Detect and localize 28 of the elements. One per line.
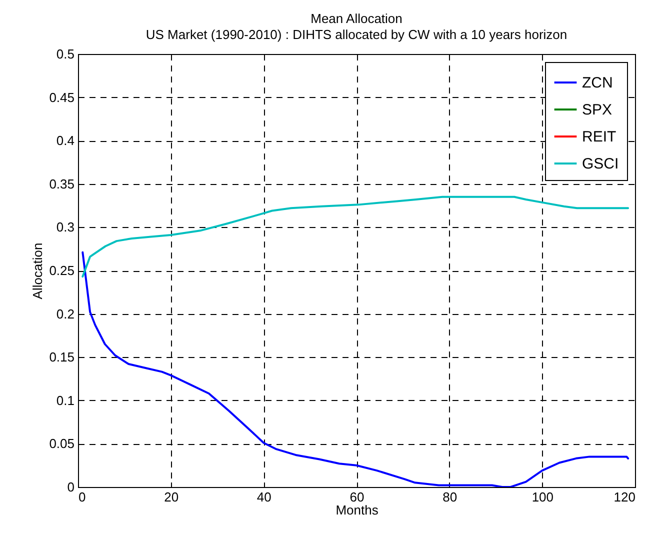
x-tick-label: 100 [532, 490, 554, 504]
line-series [82, 251, 630, 487]
x-tick-label: 0 [78, 490, 86, 504]
chart-title: Mean Allocation [310, 11, 402, 26]
y-tick-label: 0.45 [49, 90, 74, 105]
x-tick-label: 80 [442, 490, 458, 504]
y-tick-label: 0 [67, 480, 74, 494]
x-axis-title: Months [336, 502, 379, 518]
line-series [82, 196, 630, 278]
y-tick-label: 0.35 [49, 176, 74, 192]
legend-label: ZCN [582, 74, 613, 92]
legend-label: REIT [582, 128, 616, 146]
y-tick-label: 0.4 [56, 133, 74, 148]
x-tick-label: 60 [350, 490, 364, 504]
y-tick-label: 0.15 [49, 350, 74, 365]
y-tick-label: 0.5 [56, 46, 74, 62]
y-tick-label: 0.1 [56, 392, 74, 408]
legend-label: GSCI [582, 156, 619, 172]
y-tick-label: 0.2 [56, 306, 74, 322]
chart-subtitle: US Market (1990-2010) : DIHTS allocated by CW with a 10 years horizon [146, 27, 568, 42]
y-tick-label: 0.25 [49, 263, 74, 278]
y-tick-label: 0.05 [49, 436, 74, 452]
x-tick-label: 120 [614, 490, 636, 504]
y-tick-label: 0.3 [56, 220, 74, 235]
legend-label: SPX [582, 102, 612, 118]
x-tick-label: 20 [164, 490, 179, 504]
y-axis-title: Allocation [30, 242, 46, 300]
x-tick-label: 40 [256, 490, 272, 504]
